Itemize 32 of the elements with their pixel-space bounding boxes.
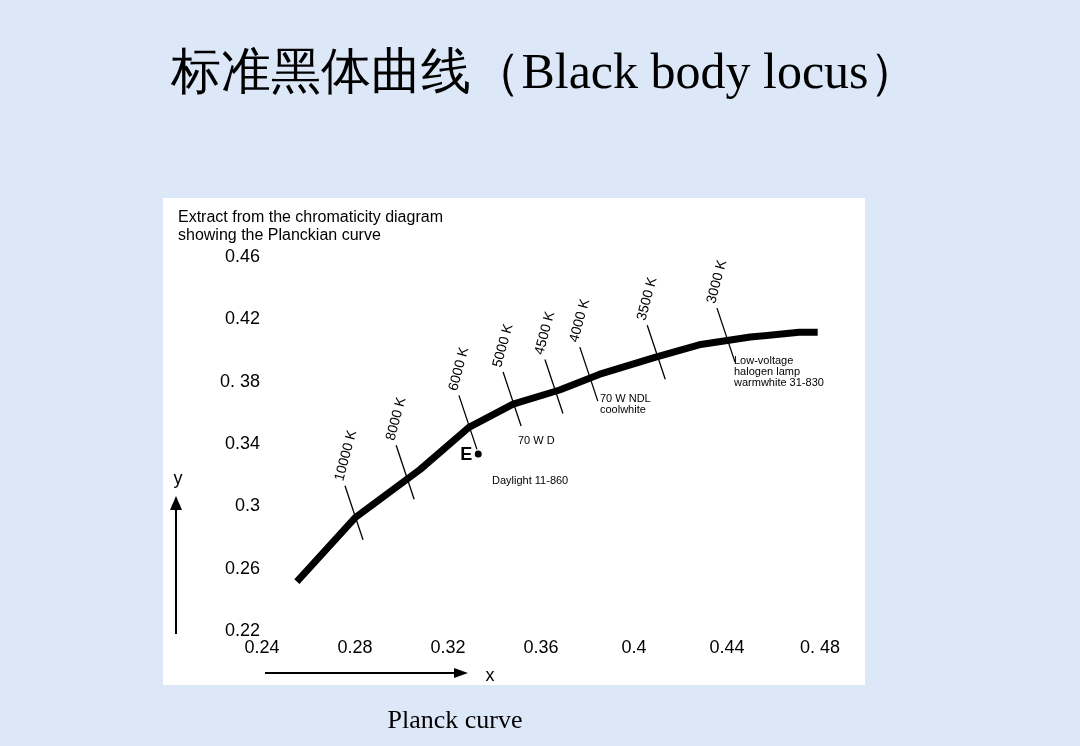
y-tick-label: 0.42 — [224, 308, 260, 329]
x-tick-label: 0.4 — [621, 637, 647, 657]
annotation: 3000 K — [702, 257, 730, 305]
annotation: Daylight 11-860 — [492, 474, 569, 486]
chart-subtitle: Extract from the chromaticity diagram showing the Planckian curve — [178, 208, 443, 243]
y-tick-label: 0.3 — [234, 495, 260, 516]
y-tick-label: 0.22 — [224, 620, 260, 640]
x-tick-label: 0. 48 — [799, 637, 841, 657]
x-axis-title: x — [485, 665, 495, 685]
annotation: 70 W NDL coolwhite — [600, 392, 651, 415]
y-axis-title: y — [173, 468, 183, 488]
annotation: 8000 K — [381, 394, 409, 443]
annotation: 10000 K — [330, 427, 360, 483]
annotation: 4500 K — [530, 308, 558, 357]
x-tick-label: 0.32 — [430, 637, 466, 657]
y-tick-label: 0.46 — [224, 246, 260, 266]
x-tick-label: 0.44 — [709, 637, 745, 657]
y-tick-label: 0. 38 — [219, 370, 260, 391]
text: Planck curve — [387, 705, 523, 734]
annotation: 5000 K — [488, 321, 516, 369]
annotation: 4000 K — [565, 296, 593, 344]
x-tick-label: 0.28 — [337, 637, 373, 657]
x-tick-label: 0.24 — [244, 637, 280, 657]
annotation: E — [460, 443, 473, 464]
annotation: 3500 K — [632, 274, 660, 323]
y-tick-label: 0.34 — [224, 433, 260, 453]
y-tick-label: 0.26 — [224, 557, 260, 578]
x-tick-label: 0.36 — [523, 637, 559, 657]
annotation: 70 W D — [518, 434, 555, 446]
chart-title: 标准黑体曲线（Black body locus） — [170, 43, 919, 99]
annotation: Low-voltage halogen lamp warmwhite 31-830 — [733, 354, 824, 388]
annotation: 6000 K — [444, 344, 472, 393]
